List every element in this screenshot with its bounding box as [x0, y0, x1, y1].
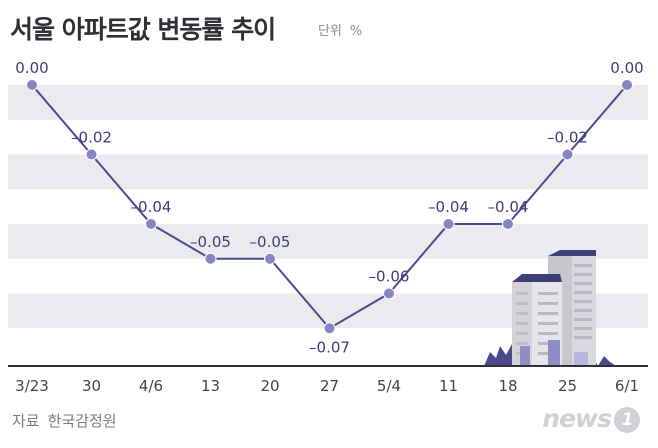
data-labels: 0.00 –0.02 –0.04 –0.05 –0.05 –0.07 –0.06 –0.04 –…: [15, 59, 643, 356]
data-label: –0.06: [369, 268, 410, 286]
brand-mark: 1: [614, 407, 640, 433]
data-label: –0.05: [190, 233, 231, 251]
x-tick-label: 20: [260, 377, 279, 395]
source-note: 자료 한국감정원: [12, 410, 125, 431]
news1-logo: news 1: [542, 404, 640, 433]
data-label: –0.02: [547, 129, 588, 147]
x-tick-label: 18: [498, 377, 517, 395]
data-point: [204, 252, 217, 265]
data-label: 0.00: [15, 59, 48, 77]
data-label: –0.07: [309, 338, 350, 356]
data-label: 0.00: [610, 59, 643, 77]
x-tick-label: 30: [82, 377, 101, 395]
brand-text: news: [542, 404, 612, 433]
grid-band: [8, 224, 648, 259]
x-tick-label: 25: [558, 377, 577, 395]
grid-band: [8, 85, 648, 120]
source-label: 자료: [12, 412, 40, 430]
unit-label: 단위: [318, 24, 342, 39]
data-label: –0.04: [488, 198, 529, 216]
x-tick-labels: 3/23 30 4/6 13 20 27 5/4 11 18 25 6/1: [15, 377, 639, 395]
x-tick-label: 4/6: [139, 377, 163, 395]
unit-value: %: [349, 24, 363, 39]
x-tick-label: 11: [439, 377, 458, 395]
data-point: [26, 79, 38, 91]
data-point: [383, 287, 395, 300]
data-markers: [26, 79, 633, 335]
data-label: –0.04: [131, 198, 172, 216]
data-point: [323, 322, 336, 335]
source-name: 한국감정원: [47, 412, 117, 430]
x-tick-label: 5/4: [377, 377, 401, 395]
chart-title: 서울 아파트값 변동률 추이: [10, 15, 276, 44]
data-label: –0.02: [71, 129, 112, 147]
building-illustration: [484, 250, 616, 366]
data-label: –0.05: [250, 233, 291, 251]
unit-note: 단위%: [318, 20, 370, 39]
data-label: –0.04: [428, 198, 469, 216]
x-tick-label: 6/1: [615, 377, 639, 395]
data-point: [442, 218, 455, 230]
data-point: [145, 218, 157, 230]
x-tick-label: 3/23: [15, 377, 49, 395]
data-point: [85, 148, 98, 161]
data-point: [502, 218, 514, 230]
data-point: [264, 252, 276, 265]
x-tick-label: 27: [320, 377, 339, 395]
data-point: [621, 79, 633, 91]
x-tick-label: 13: [201, 377, 220, 395]
data-point: [561, 148, 574, 161]
grid-band: [8, 154, 648, 190]
